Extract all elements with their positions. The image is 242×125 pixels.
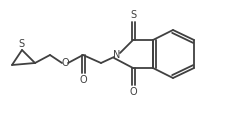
Text: S: S	[130, 10, 136, 20]
Text: S: S	[18, 39, 24, 49]
Text: N: N	[113, 50, 121, 60]
Text: O: O	[79, 75, 87, 85]
Text: O: O	[61, 58, 69, 68]
Text: O: O	[129, 87, 137, 97]
